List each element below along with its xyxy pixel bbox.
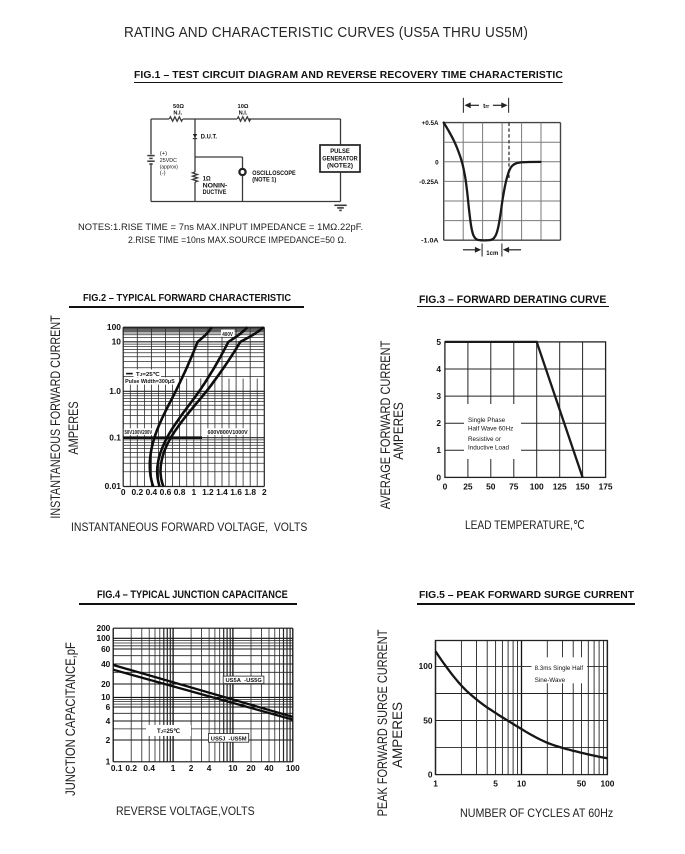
- svg-text:100: 100: [530, 481, 544, 491]
- svg-text:Single Phase: Single Phase: [468, 417, 506, 424]
- svg-text:200: 200: [96, 623, 110, 633]
- svg-text:2: 2: [106, 735, 111, 745]
- svg-text:PULSE: PULSE: [330, 148, 350, 155]
- svg-text:600V800V1000V: 600V800V1000V: [208, 430, 249, 436]
- svg-text:0.01: 0.01: [105, 481, 122, 491]
- svg-text:0: 0: [121, 487, 126, 497]
- svg-text:60: 60: [101, 644, 111, 654]
- svg-text:6: 6: [106, 702, 111, 712]
- svg-text:20: 20: [101, 679, 111, 689]
- svg-text:1.0: 1.0: [109, 386, 121, 396]
- svg-text:0.1: 0.1: [109, 432, 121, 442]
- svg-text:Pulse Width=300μS: Pulse Width=300μS: [125, 379, 175, 385]
- svg-text:1.2: 1.2: [202, 487, 214, 497]
- svg-text:trr: trr: [483, 103, 489, 110]
- svg-text:1: 1: [191, 487, 196, 497]
- svg-text:10: 10: [112, 337, 122, 347]
- svg-text:10: 10: [228, 763, 238, 773]
- svg-text:N.I.: N.I.: [173, 110, 182, 116]
- svg-text:0.4: 0.4: [146, 487, 158, 497]
- svg-text:10Ω: 10Ω: [238, 104, 249, 110]
- svg-text:1.8: 1.8: [244, 487, 256, 497]
- svg-text:175: 175: [599, 481, 613, 491]
- svg-text:10: 10: [101, 692, 111, 702]
- svg-text:5: 5: [436, 337, 441, 347]
- svg-text:25: 25: [463, 481, 473, 491]
- svg-text:0.2: 0.2: [131, 487, 143, 497]
- svg-text:-0.25A: -0.25A: [419, 179, 439, 186]
- svg-text:US5A -US5G: US5A -US5G: [226, 678, 263, 684]
- svg-text:3: 3: [436, 391, 441, 401]
- svg-text:25VDC: 25VDC: [160, 158, 177, 164]
- svg-text:0.6: 0.6: [160, 487, 172, 497]
- svg-text:100: 100: [419, 661, 433, 671]
- svg-text:(-): (-): [160, 170, 166, 176]
- svg-text:GENERATOR: GENERATOR: [322, 155, 358, 162]
- svg-text:2: 2: [436, 418, 441, 428]
- svg-text:1: 1: [436, 445, 441, 455]
- svg-text:100: 100: [96, 633, 110, 643]
- svg-text:50: 50: [577, 779, 587, 789]
- svg-text:1: 1: [106, 757, 111, 767]
- svg-text:1cm: 1cm: [486, 251, 498, 257]
- svg-text:40: 40: [101, 659, 111, 669]
- svg-text:20: 20: [246, 763, 256, 773]
- svg-text:4: 4: [106, 716, 111, 726]
- svg-text:4: 4: [436, 364, 441, 374]
- svg-text:Inductive Load: Inductive Load: [468, 445, 509, 452]
- svg-text:Resistive or: Resistive or: [468, 436, 501, 443]
- svg-text:50: 50: [486, 481, 496, 491]
- svg-text:1.6: 1.6: [230, 487, 242, 497]
- svg-text:TJ=25℃: TJ=25℃: [157, 728, 180, 735]
- svg-text:D.U.T.: D.U.T.: [201, 135, 218, 141]
- svg-text:0.8: 0.8: [174, 487, 186, 497]
- svg-text:0.1: 0.1: [111, 763, 123, 773]
- svg-text:NONIN-: NONIN-: [203, 183, 228, 189]
- svg-text:N.I.: N.I.: [239, 110, 248, 116]
- svg-text:-1.0A: -1.0A: [421, 237, 439, 244]
- svg-text:1Ω: 1Ω: [203, 177, 211, 183]
- svg-text:0: 0: [436, 472, 441, 482]
- svg-text:0: 0: [443, 481, 448, 491]
- svg-text:OSCILLOSCOPE: OSCILLOSCOPE: [252, 171, 296, 177]
- svg-text:1: 1: [433, 779, 438, 789]
- svg-text:50: 50: [423, 715, 433, 725]
- svg-text:0.4: 0.4: [143, 763, 155, 773]
- svg-text:50Ω: 50Ω: [173, 104, 184, 110]
- svg-text:(NOTE 1): (NOTE 1): [252, 178, 276, 184]
- svg-text:10: 10: [517, 779, 527, 789]
- svg-text:100: 100: [107, 322, 121, 332]
- svg-text:125: 125: [553, 481, 567, 491]
- svg-text:0: 0: [435, 159, 439, 166]
- svg-text:100: 100: [286, 763, 300, 773]
- svg-text:75: 75: [509, 481, 519, 491]
- svg-text:2: 2: [262, 487, 267, 497]
- svg-text:1.4: 1.4: [216, 487, 228, 497]
- svg-text:100: 100: [600, 779, 614, 789]
- svg-text:DUCTIVE: DUCTIVE: [203, 190, 227, 196]
- svg-text:(NOTE2): (NOTE2): [327, 163, 353, 170]
- svg-text:2: 2: [189, 763, 194, 773]
- svg-text:Half Wave 60Hz: Half Wave 60Hz: [468, 426, 513, 433]
- svg-text:50V100V200V: 50V100V200V: [125, 430, 153, 436]
- svg-text:TJ=25℃: TJ=25℃: [136, 371, 161, 378]
- svg-text:400V: 400V: [222, 332, 233, 338]
- svg-text:0.2: 0.2: [125, 763, 137, 773]
- svg-text:0: 0: [428, 769, 433, 779]
- svg-text:150: 150: [576, 481, 590, 491]
- svg-text:Sine-Wave: Sine-Wave: [535, 677, 566, 684]
- svg-text:US5J -US5M: US5J -US5M: [211, 736, 247, 742]
- svg-text:1: 1: [171, 763, 176, 773]
- svg-text:+0.5A: +0.5A: [422, 120, 440, 127]
- svg-text:8.3ms Single Half: 8.3ms Single Half: [535, 665, 584, 672]
- svg-text:(+): (+): [160, 151, 167, 157]
- svg-text:5: 5: [493, 779, 498, 789]
- svg-text:40: 40: [264, 763, 274, 773]
- svg-text:4: 4: [207, 763, 212, 773]
- svg-text:(approx): (approx): [160, 164, 178, 170]
